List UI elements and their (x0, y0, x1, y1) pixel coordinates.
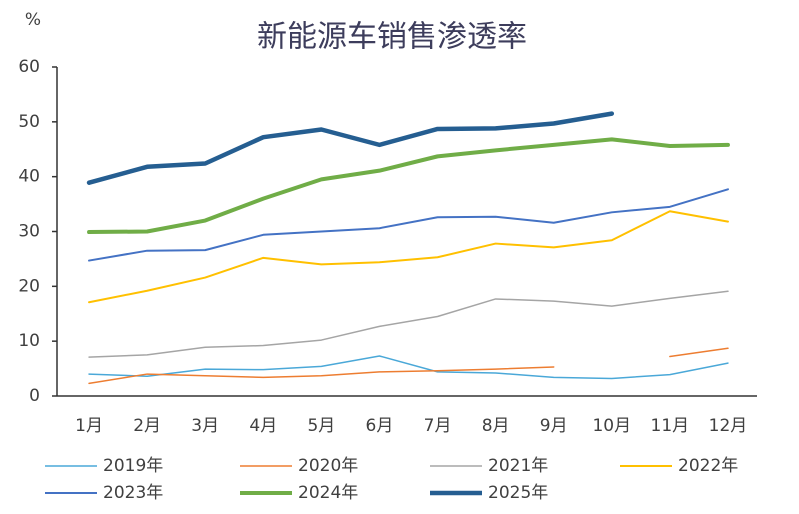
x-tick-label: 2月 (133, 416, 161, 436)
legend-label: 2020年 (298, 456, 358, 476)
series-line (88, 355, 729, 380)
x-tick-label: 6月 (366, 416, 394, 436)
x-tick-label: 12月 (709, 416, 748, 436)
legend-label: 2022年 (678, 456, 738, 476)
y-tick-label: 0 (29, 386, 40, 406)
x-tick-label: 7月 (424, 416, 452, 436)
y-tick-label: 30 (18, 222, 40, 242)
x-tick-label: 5月 (307, 416, 335, 436)
x-tick-label: 8月 (482, 416, 510, 436)
legend-label: 2021年 (488, 456, 548, 476)
series-line (88, 347, 729, 385)
y-tick-label: 40 (18, 167, 40, 187)
y-tick-label: 10 (18, 331, 40, 351)
legend-label: 2023年 (103, 483, 163, 503)
series-line (87, 137, 730, 235)
x-tick-label: 3月 (191, 416, 219, 436)
series-line (86, 111, 615, 185)
x-tick-label: 9月 (540, 416, 568, 436)
x-tick-label: 11月 (651, 416, 690, 436)
y-tick-label: 60 (18, 57, 40, 77)
legend-label: 2024年 (298, 483, 358, 503)
y-tick-label: 20 (18, 276, 40, 296)
series-line (88, 290, 729, 358)
legend-label: 2019年 (103, 456, 163, 476)
x-tick-label: 1月 (75, 416, 103, 436)
y-unit: % (25, 10, 41, 30)
series-line (88, 210, 729, 304)
x-tick-label: 4月 (249, 416, 277, 436)
y-tick-label: 50 (18, 112, 40, 132)
x-tick-label: 10月 (592, 416, 631, 436)
chart-title: 新能源车销售渗透率 (257, 20, 527, 55)
series-line (88, 188, 729, 262)
legend-label: 2025年 (488, 483, 548, 503)
